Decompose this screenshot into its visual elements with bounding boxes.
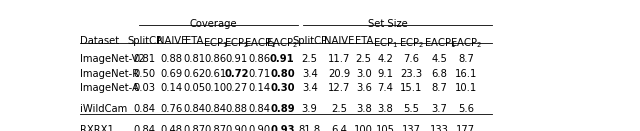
Text: ETA: ETA xyxy=(185,36,204,46)
Text: 0.62: 0.62 xyxy=(183,69,205,79)
Text: ECP$_2$: ECP$_2$ xyxy=(224,36,250,50)
Text: 0.14: 0.14 xyxy=(248,83,271,93)
Text: 3.4: 3.4 xyxy=(302,69,317,79)
Text: 0.93: 0.93 xyxy=(270,125,294,131)
Text: 0.90: 0.90 xyxy=(248,125,271,131)
Text: 5.5: 5.5 xyxy=(403,104,419,114)
Text: EACP$_1$: EACP$_1$ xyxy=(424,36,456,50)
Text: 23.3: 23.3 xyxy=(400,69,422,79)
Text: ETA: ETA xyxy=(355,36,373,46)
Text: 0.84: 0.84 xyxy=(134,125,156,131)
Text: 0.10: 0.10 xyxy=(204,83,227,93)
Text: EACP$_1$: EACP$_1$ xyxy=(243,36,276,50)
Text: 2.5: 2.5 xyxy=(301,54,317,64)
Text: 0.87: 0.87 xyxy=(183,125,205,131)
Text: 16.1: 16.1 xyxy=(454,69,477,79)
Text: 0.81: 0.81 xyxy=(183,54,205,64)
Text: 0.61: 0.61 xyxy=(204,69,227,79)
Text: Coverage: Coverage xyxy=(189,19,237,29)
Text: ImageNet-R: ImageNet-R xyxy=(80,69,139,79)
Text: 137: 137 xyxy=(402,125,421,131)
Text: 15.1: 15.1 xyxy=(400,83,422,93)
Text: 0.91: 0.91 xyxy=(226,54,248,64)
Text: 6.8: 6.8 xyxy=(431,69,447,79)
Text: 0.69: 0.69 xyxy=(161,69,183,79)
Text: 0.89: 0.89 xyxy=(270,104,294,114)
Text: Set Size: Set Size xyxy=(367,19,408,29)
Text: 0.86: 0.86 xyxy=(204,54,227,64)
Text: 0.84: 0.84 xyxy=(134,104,156,114)
Text: 3.8: 3.8 xyxy=(378,104,394,114)
Text: 0.84: 0.84 xyxy=(183,104,205,114)
Text: 11.7: 11.7 xyxy=(328,54,350,64)
Text: 8.7: 8.7 xyxy=(431,83,447,93)
Text: 81.8: 81.8 xyxy=(299,125,321,131)
Text: 0.71: 0.71 xyxy=(248,69,271,79)
Text: ECP$_1$: ECP$_1$ xyxy=(373,36,398,50)
Text: ImageNet-V2: ImageNet-V2 xyxy=(80,54,145,64)
Text: 3.8: 3.8 xyxy=(356,104,372,114)
Text: 0.88: 0.88 xyxy=(161,54,183,64)
Text: 0.48: 0.48 xyxy=(161,125,183,131)
Text: EACP$_2$: EACP$_2$ xyxy=(450,36,482,50)
Text: 0.72: 0.72 xyxy=(225,69,249,79)
Text: 20.9: 20.9 xyxy=(328,69,350,79)
Text: 4.5: 4.5 xyxy=(431,54,447,64)
Text: 2.5: 2.5 xyxy=(331,104,347,114)
Text: 3.6: 3.6 xyxy=(356,83,372,93)
Text: 0.30: 0.30 xyxy=(270,83,294,93)
Text: ECP$_1$: ECP$_1$ xyxy=(203,36,228,50)
Text: 0.90: 0.90 xyxy=(226,125,248,131)
Text: 3.9: 3.9 xyxy=(301,104,317,114)
Text: SplitCP: SplitCP xyxy=(127,36,162,46)
Text: iWildCam: iWildCam xyxy=(80,104,127,114)
Text: 0.14: 0.14 xyxy=(161,83,183,93)
Text: 0.88: 0.88 xyxy=(226,104,248,114)
Text: 12.7: 12.7 xyxy=(328,83,350,93)
Text: 0.81: 0.81 xyxy=(133,54,156,64)
Text: 6.4: 6.4 xyxy=(331,125,347,131)
Text: 4.2: 4.2 xyxy=(378,54,394,64)
Text: 2.5: 2.5 xyxy=(356,54,372,64)
Text: 105: 105 xyxy=(376,125,395,131)
Text: 0.27: 0.27 xyxy=(226,83,248,93)
Text: Dataset: Dataset xyxy=(80,36,119,46)
Text: NAIVE: NAIVE xyxy=(324,36,354,46)
Text: 8.7: 8.7 xyxy=(458,54,474,64)
Text: 0.84: 0.84 xyxy=(248,104,271,114)
Text: 0.50: 0.50 xyxy=(133,69,156,79)
Text: NAIVE: NAIVE xyxy=(157,36,187,46)
Text: 5.6: 5.6 xyxy=(458,104,474,114)
Text: 0.03: 0.03 xyxy=(134,83,156,93)
Text: 3.0: 3.0 xyxy=(356,69,372,79)
Text: 0.87: 0.87 xyxy=(204,125,227,131)
Text: 177: 177 xyxy=(456,125,476,131)
Text: ImageNet-A: ImageNet-A xyxy=(80,83,139,93)
Text: 3.7: 3.7 xyxy=(431,104,447,114)
Text: 0.05: 0.05 xyxy=(183,83,205,93)
Text: 0.91: 0.91 xyxy=(270,54,295,64)
Text: 7.4: 7.4 xyxy=(378,83,394,93)
Text: 0.76: 0.76 xyxy=(161,104,183,114)
Text: 7.6: 7.6 xyxy=(403,54,419,64)
Text: 0.84: 0.84 xyxy=(204,104,227,114)
Text: ECP$_2$: ECP$_2$ xyxy=(399,36,424,50)
Text: EACP$_2$: EACP$_2$ xyxy=(266,36,298,50)
Text: 3.4: 3.4 xyxy=(302,83,317,93)
Text: 0.80: 0.80 xyxy=(270,69,294,79)
Text: 100: 100 xyxy=(355,125,373,131)
Text: 9.1: 9.1 xyxy=(378,69,394,79)
Text: RXRX1: RXRX1 xyxy=(80,125,114,131)
Text: 0.86: 0.86 xyxy=(248,54,271,64)
Text: 10.1: 10.1 xyxy=(455,83,477,93)
Text: 133: 133 xyxy=(430,125,449,131)
Text: SplitCP: SplitCP xyxy=(292,36,327,46)
